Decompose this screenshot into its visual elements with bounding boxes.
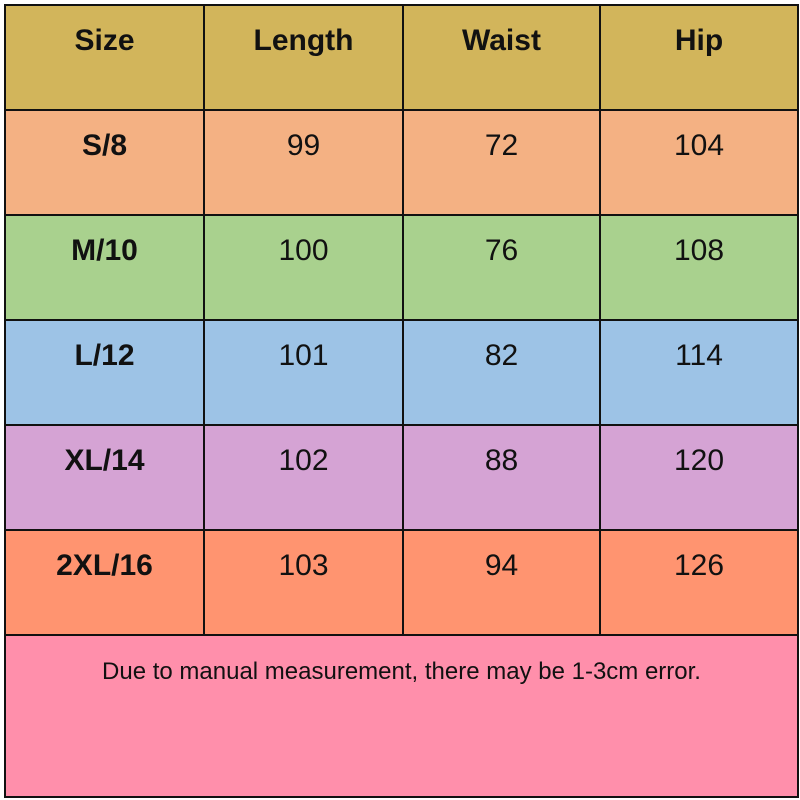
column-header-size: Size: [4, 4, 205, 111]
waist-cell: 72: [402, 109, 601, 216]
column-header-waist: Waist: [402, 4, 601, 111]
waist-cell: 82: [402, 319, 601, 426]
hip-cell: 114: [599, 319, 799, 426]
length-cell: 101: [203, 319, 404, 426]
table-row: 2XL/16 103 94 126: [4, 529, 799, 636]
length-cell: 100: [203, 214, 404, 321]
note-row: Due to manual measurement, there may be …: [4, 634, 799, 798]
table-row: S/8 99 72 104: [4, 109, 799, 216]
size-cell: M/10: [4, 214, 205, 321]
waist-cell: 76: [402, 214, 601, 321]
hip-cell: 104: [599, 109, 799, 216]
hip-cell: 108: [599, 214, 799, 321]
measurement-note: Due to manual measurement, there may be …: [4, 634, 799, 798]
column-header-length: Length: [203, 4, 404, 111]
waist-cell: 94: [402, 529, 601, 636]
size-cell: XL/14: [4, 424, 205, 531]
hip-cell: 120: [599, 424, 799, 531]
size-cell: 2XL/16: [4, 529, 205, 636]
table-row: L/12 101 82 114: [4, 319, 799, 426]
table-row: M/10 100 76 108: [4, 214, 799, 321]
size-chart-table: Size Length Waist Hip S/8 99 72 104 M/10 100 76 108…: [4, 4, 799, 798]
column-header-hip: Hip: [599, 4, 799, 111]
hip-cell: 126: [599, 529, 799, 636]
waist-cell: 88: [402, 424, 601, 531]
length-cell: 102: [203, 424, 404, 531]
header-row: Size Length Waist Hip: [4, 4, 799, 111]
length-cell: 99: [203, 109, 404, 216]
length-cell: 103: [203, 529, 404, 636]
table-row: XL/14 102 88 120: [4, 424, 799, 531]
size-cell: L/12: [4, 319, 205, 426]
size-cell: S/8: [4, 109, 205, 216]
